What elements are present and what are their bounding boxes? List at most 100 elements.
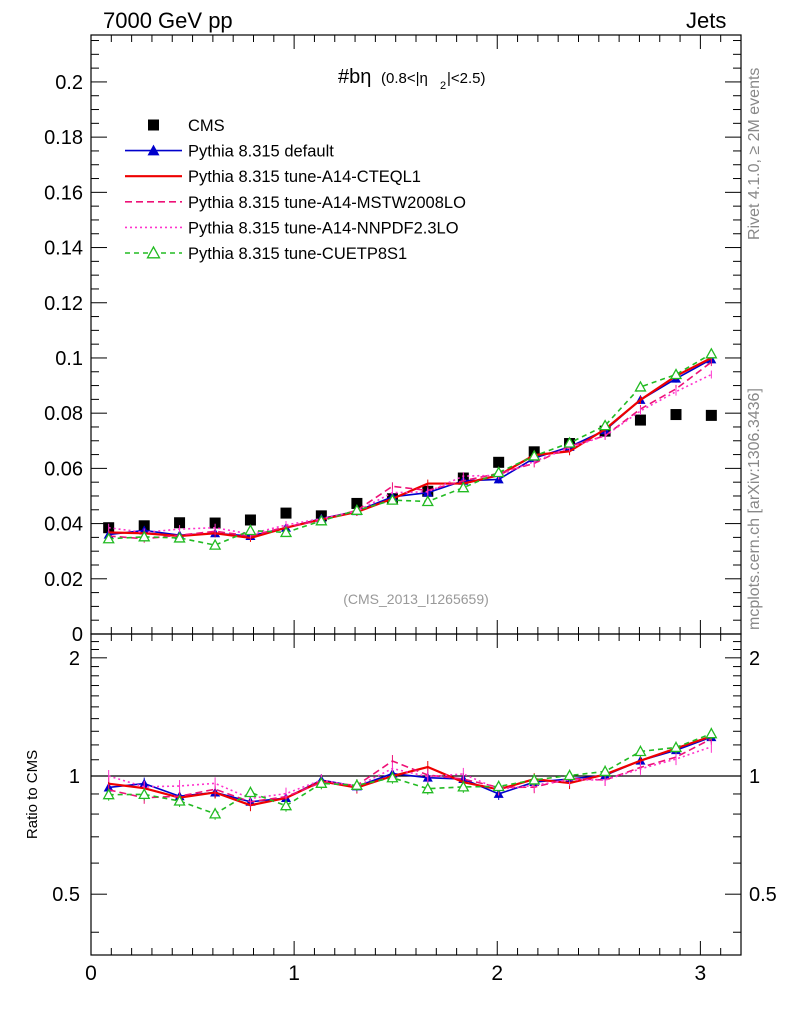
ratio-y-tick-label-right: 2 xyxy=(749,648,760,670)
ratio-y-tick-label: 2 xyxy=(69,648,80,670)
series-line xyxy=(108,358,712,537)
x-tick-label: 1 xyxy=(288,962,300,985)
ratio-data-point xyxy=(599,765,612,777)
series-0 xyxy=(103,409,717,534)
y-tick-label: 0.06 xyxy=(44,458,83,480)
data-point xyxy=(174,517,186,529)
legend-label: Pythia 8.315 tune-CUETP8S1 xyxy=(188,245,407,263)
legend-marker xyxy=(146,245,161,259)
main-plot-area: 0 0.02 0.04 0.06 0.08 0.1 0.12 0.14 0.16 0.18 0.2 #… xyxy=(44,34,742,646)
legend-entry-5: Pythia 8.315 tune-CUETP8S1 xyxy=(125,245,407,263)
ratio-data-point xyxy=(528,773,541,785)
ratio-data-point xyxy=(634,745,647,757)
legend-label: CMS xyxy=(188,117,225,135)
data-point xyxy=(705,347,718,359)
y-tick-label: 0.04 xyxy=(44,514,83,536)
data-point xyxy=(315,514,328,526)
ratio-y-axis-label: Ratio to CMS xyxy=(24,750,41,839)
data-point xyxy=(492,466,505,478)
y-tick-label: 0.14 xyxy=(44,238,83,260)
y-tick-label: 0.02 xyxy=(44,569,83,591)
data-point xyxy=(173,531,186,543)
data-point xyxy=(209,517,221,529)
series-4 xyxy=(108,370,712,539)
legend-marker xyxy=(147,144,160,156)
y-tick-label: 0 xyxy=(72,624,83,646)
ratio-series-5 xyxy=(102,727,718,820)
y-tick-label: 0.2 xyxy=(55,72,83,94)
data-point xyxy=(705,409,717,421)
ratio-series-3 xyxy=(108,732,712,808)
ratio-data-point xyxy=(279,799,293,811)
series-line xyxy=(108,356,712,540)
legend-entry-3: Pythia 8.315 tune-A14-MSTW2008LO xyxy=(125,194,466,212)
ratio-data-point xyxy=(173,794,186,806)
ratio-data-point xyxy=(705,727,718,739)
y-tick-label: 0.1 xyxy=(55,348,83,370)
ratio-y-tick-label-right: 0.5 xyxy=(749,884,777,906)
ratio-series-line xyxy=(108,738,712,803)
legend-label: Pythia 8.315 tune-A14-CTEQL1 xyxy=(188,168,421,186)
series-1 xyxy=(103,354,717,541)
ratio-plot-area: 0.5 0.5 1 1 2 2 Ratio to CMS xyxy=(24,633,777,956)
legend-entry-4: Pythia 8.315 tune-A14-NNPDF2.3LO xyxy=(125,219,459,237)
series-2 xyxy=(108,353,712,542)
data-point xyxy=(244,524,257,536)
data-point xyxy=(634,414,646,426)
chart-title-subscript: 2 xyxy=(440,80,446,92)
legend-label: Pythia 8.315 default xyxy=(188,143,334,161)
legend-marker xyxy=(148,119,159,131)
y-tick-label: 0.18 xyxy=(44,127,83,149)
header-right: Jets xyxy=(686,8,727,33)
data-point xyxy=(209,538,222,550)
header-left: 7000 GeV pp xyxy=(103,8,233,33)
data-point xyxy=(279,526,293,538)
ratio-data-point xyxy=(386,771,399,783)
chart-title-range: (0.8<|η xyxy=(381,70,428,87)
data-point xyxy=(563,436,576,448)
data-point xyxy=(528,449,541,461)
analysis-watermark: (CMS_2013_I1265659) xyxy=(343,591,489,607)
ratio-data-point xyxy=(563,769,576,781)
x-tick-label: 2 xyxy=(491,962,503,985)
data-point xyxy=(493,456,505,468)
legend-entry-1: Pythia 8.315 default xyxy=(125,143,334,161)
x-tick-label: 3 xyxy=(695,962,707,985)
ratio-series-line xyxy=(108,735,712,807)
data-point xyxy=(351,497,363,509)
data-point xyxy=(457,481,470,493)
x-tick-label: 0 xyxy=(85,962,97,985)
ratio-y-tick-label: 0.5 xyxy=(52,884,80,906)
data-point xyxy=(350,503,363,515)
ratio-series-line xyxy=(108,746,712,800)
ratio-data-point xyxy=(669,741,683,753)
ratio-data-point xyxy=(492,780,505,792)
data-point xyxy=(670,409,682,421)
legend-label: Pythia 8.315 tune-A14-NNPDF2.3LO xyxy=(188,219,459,237)
data-point xyxy=(421,495,434,507)
ratio-series-line xyxy=(108,732,712,815)
legend-entry-0: CMS xyxy=(148,117,225,135)
legend-entry-2: Pythia 8.315 tune-A14-CTEQL1 xyxy=(125,168,421,186)
data-point xyxy=(102,532,115,544)
y-tick-label: 0.12 xyxy=(44,293,83,315)
y-tick-label: 0.08 xyxy=(44,403,83,425)
data-point xyxy=(138,530,151,542)
data-point xyxy=(280,507,292,519)
ratio-series-2 xyxy=(108,730,712,812)
data-point xyxy=(386,493,399,505)
ratio-data-point xyxy=(138,788,151,800)
legend-label: Pythia 8.315 tune-A14-MSTW2008LO xyxy=(188,194,466,212)
ratio-data-point xyxy=(244,786,257,798)
series-line xyxy=(108,373,712,535)
ratio-data-point xyxy=(315,776,328,788)
ratio-y-tick-label: 1 xyxy=(69,766,80,788)
ratio-data-point xyxy=(102,788,115,800)
ratio-data-point xyxy=(457,780,470,792)
ratio-data-point xyxy=(350,778,363,790)
legend: CMS Pythia 8.315 default Pythia 8.315 tune… xyxy=(125,117,466,263)
ratio-data-point xyxy=(209,807,222,819)
data-point xyxy=(599,419,612,431)
data-point xyxy=(669,368,683,380)
